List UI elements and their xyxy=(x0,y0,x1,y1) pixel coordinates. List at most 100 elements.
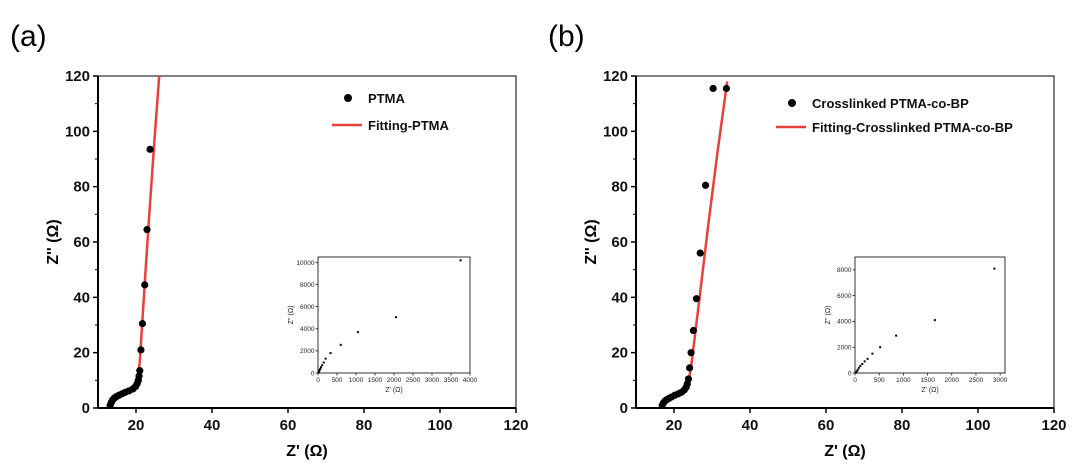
inset-data-point xyxy=(861,362,864,365)
inset-data-point xyxy=(329,352,332,355)
data-point xyxy=(136,367,144,375)
inset-x-tick-label: 0 xyxy=(316,377,320,384)
inset-data-point xyxy=(993,267,996,270)
inset-y-tick-label: 8000 xyxy=(300,282,315,289)
inset-data-point xyxy=(879,346,882,349)
inset-data-point xyxy=(856,368,859,371)
legend: PTMA Fitting-PTMA xyxy=(332,91,449,133)
inset-x-tick-label: 2500 xyxy=(969,377,984,384)
inset-data-point xyxy=(863,360,866,363)
inset-y-tick-label: 2000 xyxy=(300,348,315,355)
legend-label: Fitting-Crosslinked PTMA-co-BP xyxy=(812,120,1013,135)
legend-label: PTMA xyxy=(368,91,405,106)
data-point xyxy=(138,320,147,328)
legend-marker xyxy=(344,94,352,102)
inset-x-tick-label: 3000 xyxy=(993,377,1008,384)
x-tick-label: 80 xyxy=(894,417,911,434)
x-tick-label: 60 xyxy=(818,417,835,434)
series-group xyxy=(106,76,161,408)
y-tick-label: 0 xyxy=(620,400,628,417)
x-tick-label: 40 xyxy=(204,417,221,434)
y-axis-title: Z'' (Ω) xyxy=(583,219,600,264)
fit-line xyxy=(107,76,161,408)
legend: Crosslinked PTMA-co-BP Fitting-Crosslinke… xyxy=(776,96,1013,135)
chart-panel-a: (a) 20 40 60 80 100 120 0 20 40 60 80 100 120 Z' (Ω) Z'… xyxy=(10,20,529,460)
y-tick-label: 40 xyxy=(611,289,628,306)
inset-data-point xyxy=(855,370,858,373)
inset-data-point xyxy=(322,361,325,364)
inset-frame xyxy=(854,256,1006,374)
x-tick-label: 20 xyxy=(666,417,683,434)
inset-x-tick-label: 1000 xyxy=(896,377,911,384)
inset-frame xyxy=(317,256,471,374)
inset-x-tick-label: 2000 xyxy=(945,377,960,384)
data-point xyxy=(709,84,717,93)
fit-line xyxy=(659,81,729,408)
y-tick-label: 80 xyxy=(73,179,90,196)
inset-data-point xyxy=(339,343,342,346)
inset-data-point xyxy=(319,367,322,370)
panel-label: (a) xyxy=(10,20,47,53)
series-group xyxy=(658,81,731,408)
inset-y-tick-label: 0 xyxy=(848,370,852,377)
x-tick-label: 120 xyxy=(503,417,528,434)
inset-data-point xyxy=(859,364,862,367)
x-axis-title: Z' (Ω) xyxy=(286,443,328,460)
inset-data-point xyxy=(318,369,321,372)
y-tick-label: 120 xyxy=(603,68,628,85)
inset-y-tick-label: 6000 xyxy=(300,304,315,311)
inset-y-tick-label: 0 xyxy=(311,370,315,377)
inset-data-point xyxy=(317,370,320,373)
data-point xyxy=(722,84,731,93)
data-point xyxy=(685,364,694,372)
inset-y-tick-label: 4000 xyxy=(300,326,315,333)
data-point xyxy=(146,145,154,153)
y-axis-title: Z'' (Ω) xyxy=(45,219,62,264)
inset-data-point xyxy=(324,357,327,360)
chart-panel-b: (b) 20 40 60 80 100 120 0 20 40 60 80 100 120 Z' (Ω) Z'… xyxy=(548,20,1067,460)
inset-x-axis-title: Z' (Ω) xyxy=(385,387,402,394)
inset-x-tick-label: 1000 xyxy=(349,377,364,384)
y-tick-label: 80 xyxy=(611,179,628,196)
inset-data-point xyxy=(933,319,936,322)
inset-y-tick-label: 4000 xyxy=(837,319,852,326)
data-point xyxy=(696,249,704,257)
data-point xyxy=(141,281,149,289)
inset-data-point xyxy=(459,259,462,262)
inset-chart: 0 500 1000 1500 2000 2500 3000 0 2000 4000 6000 800… xyxy=(825,256,1008,394)
panel-label: (b) xyxy=(548,20,585,53)
data-point xyxy=(687,349,695,357)
inset-y-axis-title: Z'' (Ω) xyxy=(825,306,832,325)
inset-y-tick-label: 2000 xyxy=(837,345,852,352)
y-tick-label: 40 xyxy=(73,289,90,306)
inset-data-point xyxy=(321,364,324,367)
inset-x-tick-label: 2000 xyxy=(387,377,402,384)
inset-x-tick-label: 1500 xyxy=(368,377,383,384)
inset-y-axis-title: Z'' (Ω) xyxy=(288,306,295,325)
data-point xyxy=(684,375,693,383)
y-tick-label: 60 xyxy=(611,234,628,251)
legend-label: Fitting-PTMA xyxy=(368,118,449,133)
inset-data-point xyxy=(356,331,359,334)
data-point xyxy=(689,326,697,335)
inset-data-point xyxy=(857,366,860,369)
inset-x-tick-label: 0 xyxy=(853,377,857,384)
x-tick-label: 40 xyxy=(742,417,759,434)
inset-x-tick-label: 4000 xyxy=(463,377,478,384)
inset-x-tick-label: 500 xyxy=(874,377,885,384)
inset-y-tick-label: 10000 xyxy=(296,260,314,267)
x-tick-label: 80 xyxy=(356,417,373,434)
data-point xyxy=(143,225,151,234)
data-point xyxy=(137,346,145,354)
data-point xyxy=(692,295,701,303)
data-point xyxy=(135,372,143,380)
y-tick-label: 20 xyxy=(611,345,628,362)
inset-x-axis-title: Z' (Ω) xyxy=(921,387,938,394)
x-tick-label: 100 xyxy=(965,417,990,434)
x-tick-label: 120 xyxy=(1041,417,1066,434)
inset-y-tick-label: 8000 xyxy=(837,267,852,274)
inset-y-tick-label: 6000 xyxy=(837,293,852,300)
x-tick-label: 60 xyxy=(280,417,297,434)
inset-x-tick-label: 500 xyxy=(332,377,343,384)
